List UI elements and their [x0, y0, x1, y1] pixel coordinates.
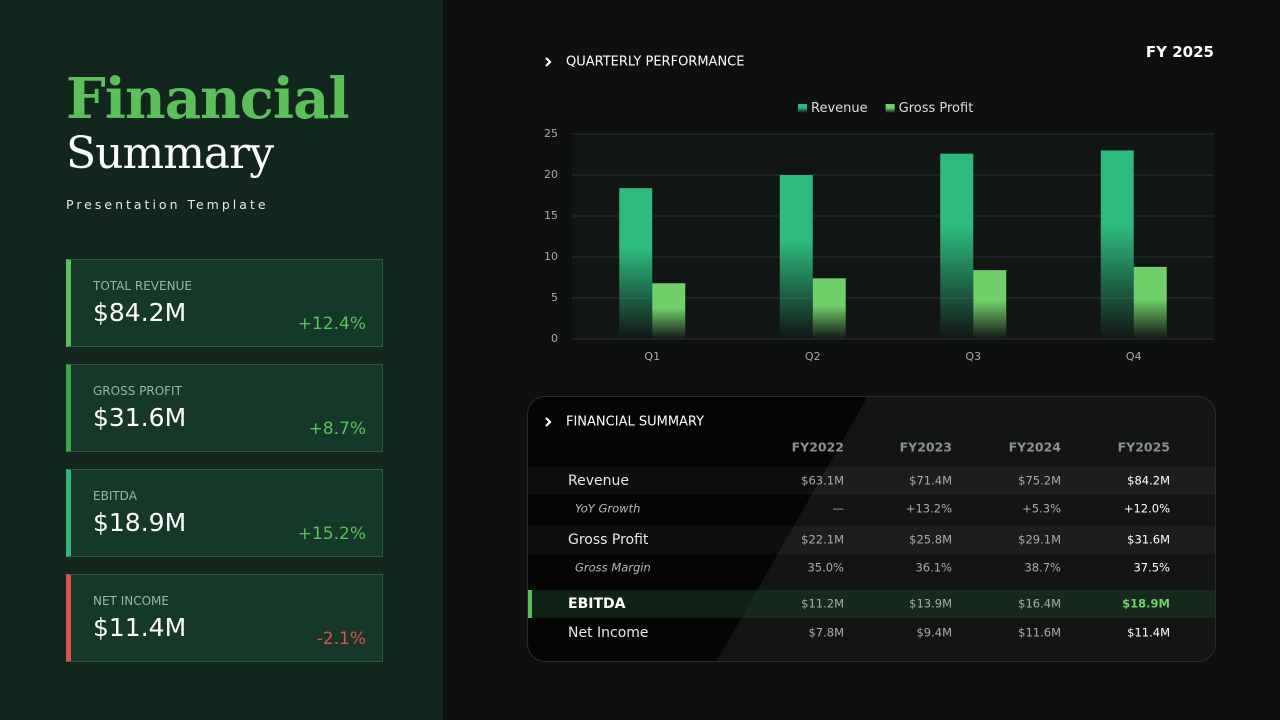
- x-tick-label: Q1: [644, 350, 660, 363]
- kpi-value: $11.4M: [93, 613, 187, 642]
- table-cell: $31.6M: [1127, 533, 1170, 547]
- row-label: Net Income: [568, 625, 649, 641]
- kpi-card: GROSS PROFIT $31.6M +8.7%: [66, 364, 383, 452]
- table-border: [527, 396, 1216, 662]
- row-label: Gross Margin: [575, 561, 651, 575]
- kpi-label: GROSS PROFIT: [93, 384, 182, 398]
- row-label: Revenue: [568, 473, 629, 489]
- y-tick-label: 10: [544, 250, 558, 263]
- table-cell: —: [833, 502, 845, 516]
- title: Financial: [66, 66, 350, 132]
- table-cell: $11.6M: [1018, 626, 1061, 640]
- kpi-card: EBITDA $18.9M +15.2%: [66, 469, 383, 557]
- row-bg: [527, 526, 1216, 554]
- subtitle: Presentation Template: [66, 197, 269, 212]
- table-cell: $63.1M: [801, 474, 844, 488]
- table-cell: +12.0%: [1124, 502, 1170, 516]
- legend-label: Gross Profit: [899, 101, 974, 116]
- table-cell: $84.2M: [1127, 474, 1170, 488]
- table-cell: $9.4M: [916, 626, 952, 640]
- kpi-change: -2.1%: [316, 629, 366, 649]
- x-tick-label: Q3: [965, 350, 981, 363]
- y-tick-label: 15: [544, 209, 558, 222]
- period: FY 2025: [1145, 43, 1214, 61]
- y-tick-label: 25: [544, 127, 558, 140]
- legend-swatch: [798, 104, 807, 113]
- row-label: YoY Growth: [575, 502, 640, 516]
- title: Summary: [66, 128, 274, 179]
- table-cell: 35.0%: [807, 561, 844, 575]
- table-cell: $75.2M: [1018, 474, 1061, 488]
- chevron-icon: [545, 417, 552, 427]
- y-tick-label: 5: [551, 291, 558, 304]
- table-cell: $13.9M: [909, 597, 952, 611]
- bar: [940, 153, 974, 339]
- bar: [652, 283, 686, 339]
- bar: [619, 188, 653, 339]
- column-header: FY2023: [900, 440, 952, 455]
- chevron-icon: [545, 57, 552, 67]
- row-label: Gross Profit: [568, 532, 649, 548]
- table-cell: $16.4M: [1018, 597, 1061, 611]
- table-cell: $25.8M: [909, 533, 952, 547]
- table-cell: +5.3%: [1022, 502, 1061, 516]
- summary-table: FY2022 FY2023 FY2024 FY2025 Revenue $63.1M $71…: [527, 396, 1216, 662]
- table-title: FINANCIAL SUMMARY: [566, 415, 704, 430]
- row-bg: [527, 590, 1216, 618]
- table-cell: $29.1M: [1018, 533, 1061, 547]
- table-cell: +13.2%: [906, 502, 952, 516]
- chart: QUARTERLY PERFORMANCE 0 5 10 15 20 25 Revenue Gr…: [544, 55, 1214, 363]
- bar: [1100, 150, 1134, 339]
- column-header: FY2022: [792, 440, 844, 455]
- kpi-change: +12.4%: [297, 314, 366, 334]
- table-cell: $11.2M: [801, 597, 844, 611]
- row-label: EBITDA: [568, 596, 626, 612]
- table-cell: $22.1M: [801, 533, 844, 547]
- chart-title: QUARTERLY PERFORMANCE: [566, 55, 744, 70]
- kpi-label: EBITDA: [93, 489, 137, 503]
- kpi-value: $84.2M: [93, 298, 187, 327]
- table-cell: 37.5%: [1133, 561, 1170, 575]
- kpi-card: NET INCOME $11.4M -2.1%: [66, 574, 383, 662]
- kpi-change: +15.2%: [297, 524, 366, 544]
- x-tick-label: Q2: [805, 350, 821, 363]
- bar: [1133, 266, 1167, 339]
- y-tick-label: 20: [544, 168, 558, 181]
- kpi-value: $31.6M: [93, 403, 187, 432]
- row-bg: [527, 467, 1216, 495]
- left-panel: Financial Summary Presentation Template …: [0, 0, 443, 720]
- y-tick-label: 0: [551, 332, 558, 345]
- table-cell: $11.4M: [1127, 626, 1170, 640]
- table-cell: $18.9M: [1122, 597, 1170, 611]
- table-cell: 36.1%: [915, 561, 952, 575]
- bar: [812, 278, 846, 339]
- kpi-value: $18.9M: [93, 508, 187, 537]
- legend-label: Revenue: [811, 101, 868, 116]
- kpi-label: TOTAL REVENUE: [93, 279, 192, 293]
- table-cell: $7.8M: [808, 626, 844, 640]
- row-accent: [527, 590, 532, 618]
- bar: [973, 270, 1007, 339]
- kpi-label: NET INCOME: [93, 594, 169, 608]
- x-tick-label: Q4: [1126, 350, 1142, 363]
- bar: [779, 175, 813, 339]
- legend-swatch: [885, 104, 895, 113]
- table-cell: 38.7%: [1024, 561, 1061, 575]
- kpi-change: +8.7%: [308, 419, 366, 439]
- table-cell: $71.4M: [909, 474, 952, 488]
- kpi-card: TOTAL REVENUE $84.2M +12.4%: [66, 259, 383, 347]
- column-header: FY2025: [1118, 440, 1170, 455]
- column-header: FY2024: [1009, 440, 1062, 455]
